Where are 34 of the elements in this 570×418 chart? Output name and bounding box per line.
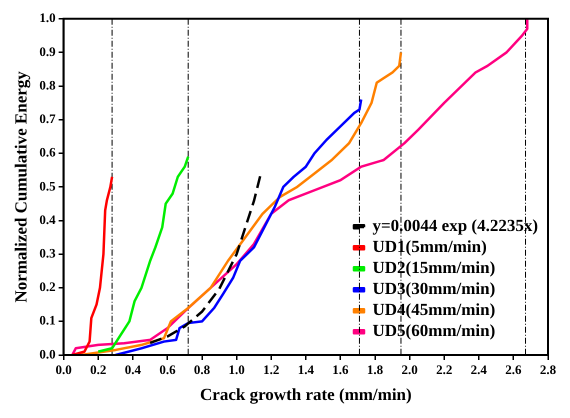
x-tick-label: 0.4 [124, 362, 142, 378]
y-tick-label: 0.6 [39, 144, 56, 160]
y-tick-label: 0.5 [39, 178, 56, 194]
y-tick-label: 0.1 [39, 312, 56, 328]
x-tick-label: 2.2 [436, 362, 452, 378]
x-tick-label: 1.2 [263, 362, 280, 378]
legend-label: UD2(15mm/min) [372, 258, 496, 278]
legend-label: UD4(45mm/min) [372, 300, 496, 320]
legend-label: y=0.0044 exp (4.2235x) [372, 216, 538, 236]
y-tick-label: 0.0 [39, 346, 56, 362]
x-tick-label: 1.8 [366, 362, 384, 378]
legend-label: UD1(5mm/min) [372, 237, 487, 256]
y-tick-label: 0.8 [39, 77, 56, 92]
y-tick-label: 0.4 [39, 212, 56, 227]
y-tick-label: 0.9 [39, 44, 56, 59]
x-tick-label: 0.8 [194, 362, 211, 378]
x-tick-label: 0.2 [90, 362, 106, 378]
x-tick-label: 0.0 [56, 362, 72, 378]
y-tick-label: 0.2 [39, 279, 56, 294]
legend-label: UD3(30mm/min) [372, 279, 496, 298]
y-tick-label: 1.0 [39, 10, 56, 26]
x-tick-label: 1.4 [298, 362, 314, 378]
legend-label: UD5(60mm/min) [372, 321, 496, 340]
x-tick-label: 0.6 [159, 362, 176, 378]
x-tick-label: 2.6 [505, 362, 522, 378]
y-axis-title: Normalized Cumulative Energy [12, 70, 31, 303]
x-tick-label: 1.0 [228, 362, 245, 378]
x-tick-label: 1.6 [332, 362, 350, 378]
x-tick-label: 2.0 [401, 362, 418, 378]
x-tick-label: 2.4 [470, 362, 488, 378]
x-axis-title: Crack growth rate (mm/min) [200, 385, 412, 404]
y-tick-label: 0.7 [39, 111, 56, 126]
y-tick-label: 0.3 [39, 246, 56, 260]
x-tick-label: 2.8 [540, 362, 557, 378]
